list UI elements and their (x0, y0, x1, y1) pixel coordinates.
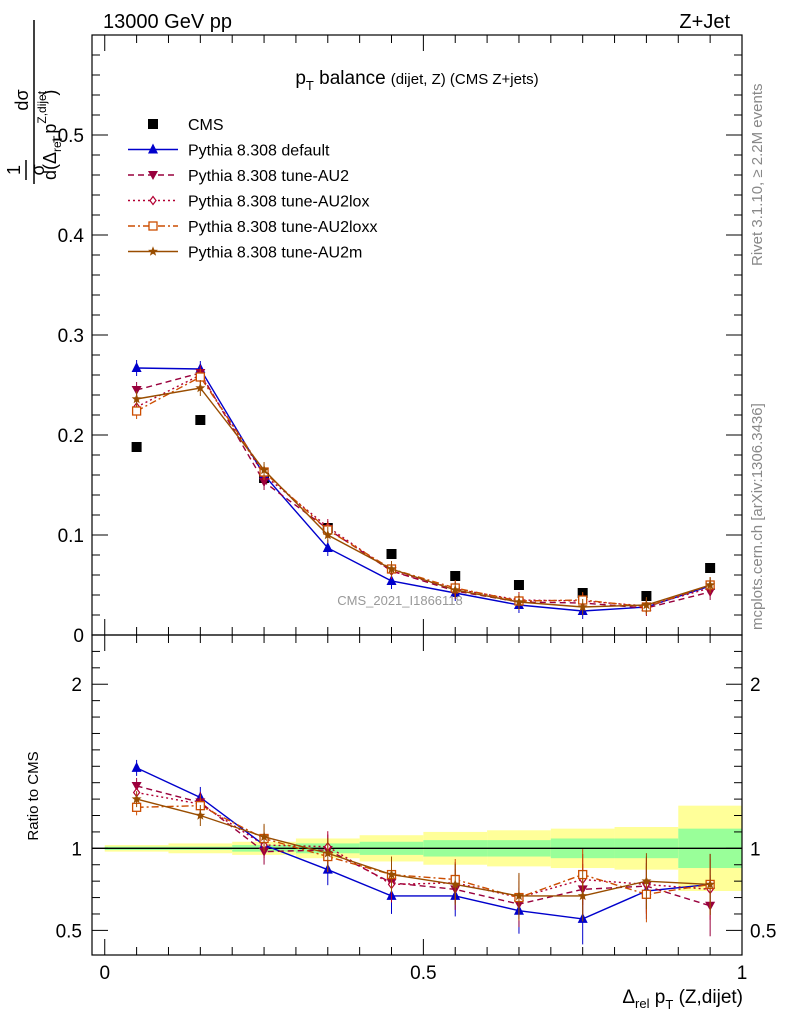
axes: 00.10.20.30.40.50.5 0.51 12 20 0.5 1 (56, 34, 776, 984)
legend-label: Pythia 8.308 tune-AU2 (188, 168, 349, 185)
legend-marker (149, 195, 157, 206)
y-tick-label: 0.1 (58, 526, 84, 547)
side-mcplots-label: mcplots.cern.ch [arXiv:1306.3436] (749, 403, 766, 630)
ratio-y-tick-label: 1 (71, 839, 82, 860)
y-tick-label: 0.3 (58, 326, 84, 347)
legend: CMS Pythia 8.308 default Pythia 8.308 tune… (128, 117, 377, 262)
legend-marker (148, 143, 158, 154)
data-point (514, 596, 524, 607)
ratio-point (514, 890, 524, 901)
x-axis-label: Δrel pT (Z,dijet) (622, 987, 743, 1012)
ratio-y-tick-label-right: 2 (750, 675, 761, 696)
y-tick-label: 0 (73, 626, 84, 647)
header-left: 13000 GeV pp (103, 11, 232, 33)
x-tick-label: 0.5 (410, 963, 436, 984)
ratio-y-tick-label-right: 0.5 (750, 921, 776, 942)
svg-text:d(Δrel pZ,dijetT): d(Δrel pZ,dijetT) (35, 90, 65, 180)
x-tick-label: 0 (99, 963, 110, 984)
series-line (136, 387, 711, 608)
legend-marker (148, 221, 158, 231)
ratio-line (136, 767, 711, 920)
y-axis-label-ratio: Ratio to CMS (25, 751, 42, 840)
legend-entry-au2m: Pythia 8.308 tune-AU2m (128, 245, 362, 262)
ratio-line (136, 785, 711, 907)
ratio-point (131, 793, 142, 804)
svg-text:dσ: dσ (12, 89, 32, 110)
ratio-y-tick-label: 2 (71, 675, 82, 696)
legend-entry-cms: CMS (148, 117, 224, 134)
y-tick-label: 0.5 (58, 126, 84, 147)
ratio-point (259, 831, 269, 842)
data-point (131, 362, 142, 372)
data-point (195, 372, 205, 382)
y-tick-label: 0.2 (58, 426, 84, 447)
ratio-plot (131, 759, 716, 945)
data-point (131, 442, 142, 452)
legend-marker (148, 119, 158, 129)
ratio-series-au2m (131, 791, 716, 922)
svg-text:σ: σ (28, 164, 48, 175)
y-axis-label-main: 1 σ dσ d(Δrel pZ,dijetT) (4, 20, 65, 184)
y-tick-label: 0.4 (58, 226, 85, 247)
ratio-point (322, 848, 333, 858)
ratio-point (386, 869, 397, 879)
plot-title: pT balance (dijet, Z) (CMS Z+jets) (295, 68, 538, 93)
main-plot (131, 360, 716, 619)
data-point (131, 393, 142, 404)
svg-text:1: 1 (4, 165, 24, 175)
series-line (136, 367, 711, 612)
data-point (577, 601, 588, 612)
data-point (705, 579, 716, 590)
data-point (386, 575, 397, 585)
ratio-point (450, 879, 461, 889)
x-tick-label: 1 (737, 963, 748, 984)
legend-entry-au2lox: Pythia 8.308 tune-AU2lox (128, 194, 369, 211)
legend-entry-au2: Pythia 8.308 tune-AU2 (128, 168, 349, 185)
series-au2m (131, 380, 716, 615)
data-point (386, 549, 397, 559)
data-point (131, 406, 142, 416)
data-point (131, 386, 142, 395)
series-line (136, 376, 711, 608)
legend-entry-au2loxx: Pythia 8.308 tune-AU2loxx (128, 219, 377, 236)
data-point (641, 599, 652, 610)
legend-label: Pythia 8.308 tune-AU2m (188, 245, 362, 262)
data-point (450, 584, 461, 595)
legend-entry-default: Pythia 8.308 default (128, 143, 330, 160)
legend-label: CMS (188, 117, 224, 134)
ratio-point (577, 890, 588, 901)
ratio-line (136, 804, 711, 899)
ratio-y-tick-label-right: 1 (750, 839, 761, 860)
data-point (386, 563, 397, 574)
ratio-point (641, 876, 652, 886)
legend-label: Pythia 8.308 default (188, 143, 330, 160)
data-point (322, 542, 333, 552)
data-point (641, 591, 652, 601)
watermark: CMS_2021_I1866118 (337, 593, 463, 608)
ratio-point (131, 761, 142, 772)
data-point (450, 571, 461, 581)
ratio-line (136, 791, 711, 899)
data-point (322, 529, 333, 540)
ratio-line (136, 798, 711, 897)
data-point (259, 464, 269, 475)
legend-label: Pythia 8.308 tune-AU2lox (188, 194, 369, 211)
legend-marker (148, 171, 158, 180)
ratio-frame (91, 634, 743, 956)
legend-marker (148, 246, 158, 256)
data-point (513, 580, 524, 590)
ratio-point (705, 879, 716, 889)
legend-label: Pythia 8.308 tune-AU2loxx (188, 219, 377, 236)
data-point (195, 382, 206, 393)
side-rivet-label: Rivet 3.1.10, ≥ 2.2M events (749, 84, 766, 267)
header-right: Z+Jet (679, 11, 730, 33)
data-point (195, 415, 206, 425)
ratio-y-tick-label: 0.5 (56, 921, 82, 942)
data-point (705, 563, 716, 573)
ratio-point (195, 810, 206, 820)
